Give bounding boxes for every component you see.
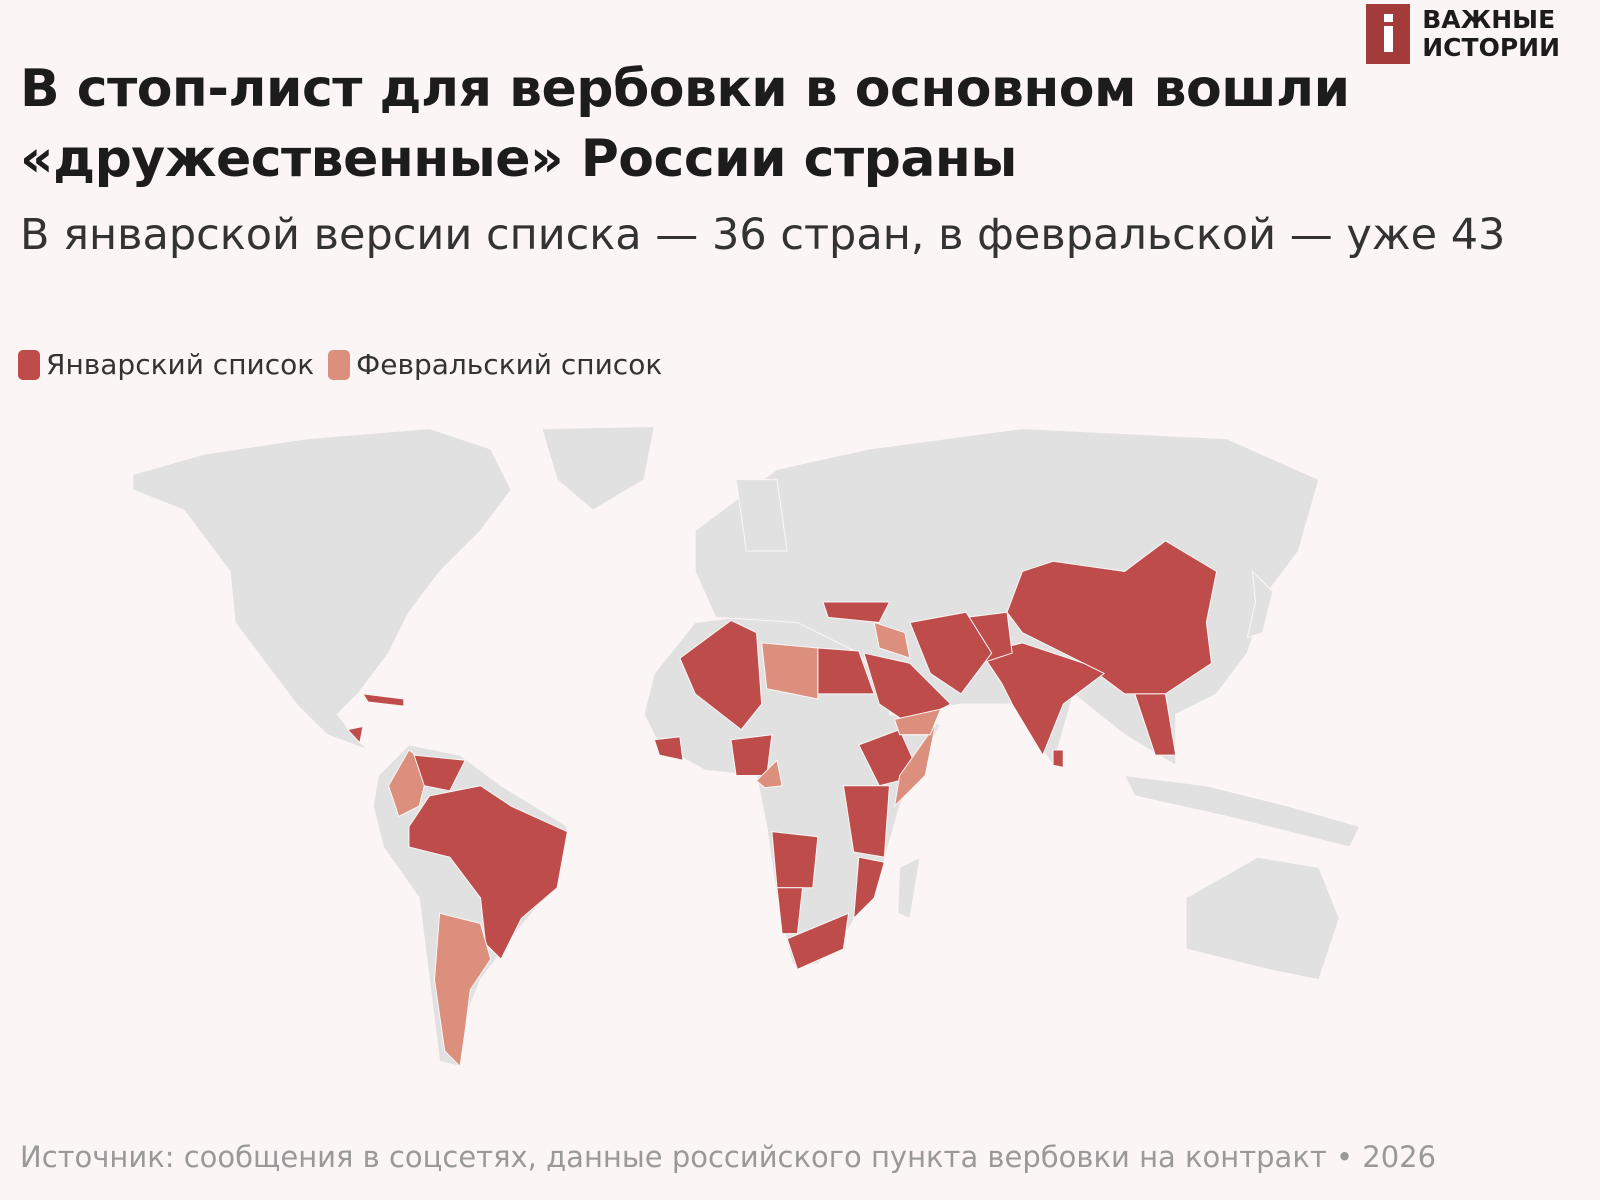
title: В стоп-лист для вербовки в основном вошл… bbox=[20, 59, 1350, 189]
country bbox=[873, 621, 911, 659]
country bbox=[853, 856, 885, 920]
land bbox=[1185, 856, 1340, 981]
country bbox=[842, 785, 891, 858]
land bbox=[1123, 774, 1361, 848]
country bbox=[730, 734, 773, 777]
logo-text: ВАЖНЫЕ ИСТОРИИ bbox=[1422, 6, 1560, 62]
source: Источник: сообщения в соцсетях, данные р… bbox=[20, 1140, 1437, 1174]
legend-swatch bbox=[18, 349, 40, 380]
logo-line: ВАЖНЫЕ bbox=[1422, 5, 1556, 34]
legend: Январский список Февральский список bbox=[18, 348, 662, 381]
country bbox=[893, 724, 936, 808]
land bbox=[1246, 570, 1274, 639]
legend-label: Январский список bbox=[46, 348, 315, 381]
country bbox=[1134, 693, 1177, 756]
country bbox=[909, 611, 993, 695]
country bbox=[361, 693, 405, 707]
country bbox=[771, 831, 819, 889]
country bbox=[408, 785, 568, 961]
country bbox=[817, 647, 875, 695]
country bbox=[1006, 540, 1218, 695]
country bbox=[761, 642, 819, 700]
legend-swatch bbox=[328, 349, 351, 380]
land bbox=[735, 479, 788, 552]
logo-line: ИСТОРИИ bbox=[1422, 33, 1560, 62]
legend-label: Февральский список bbox=[356, 348, 663, 381]
country bbox=[776, 887, 804, 935]
land bbox=[132, 428, 512, 751]
country bbox=[822, 601, 891, 623]
legend-item: Январский список bbox=[18, 348, 314, 381]
logo: ВАЖНЫЕ ИСТОРИИ bbox=[1366, 4, 1560, 64]
country bbox=[346, 725, 364, 744]
land bbox=[541, 426, 655, 511]
country bbox=[786, 912, 850, 971]
country bbox=[413, 754, 466, 792]
logo-icon bbox=[1366, 4, 1411, 64]
country bbox=[980, 642, 1106, 757]
country bbox=[1052, 749, 1064, 768]
country bbox=[653, 736, 684, 761]
country bbox=[433, 912, 492, 1068]
land bbox=[897, 856, 921, 920]
country bbox=[893, 708, 942, 736]
country bbox=[679, 619, 763, 731]
subtitle: В январской версии списка — 36 стран, в … bbox=[20, 210, 1506, 260]
legend-item: Февральский список bbox=[328, 348, 662, 381]
country bbox=[755, 759, 783, 789]
